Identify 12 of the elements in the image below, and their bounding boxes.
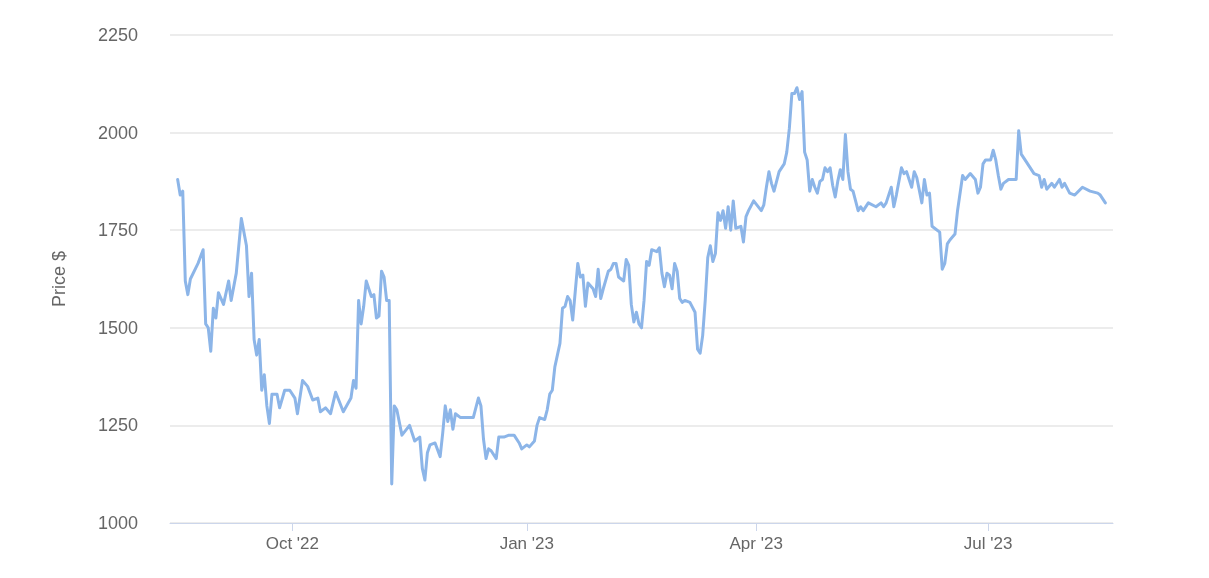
y-tick-label: 2250 xyxy=(97,25,138,45)
x-tick-label: Apr '23 xyxy=(729,534,783,553)
y-tick-label: 2000 xyxy=(97,122,138,143)
y-tick-label: 1750 xyxy=(97,220,138,241)
y-tick-label: 1500 xyxy=(97,317,138,338)
x-tick-label: Jul '23 xyxy=(963,534,1013,553)
y-tick-label: 1250 xyxy=(97,415,138,436)
x-tick-label: Jan '23 xyxy=(499,534,554,553)
y-tick-label: 1000 xyxy=(97,513,138,533)
x-tick-label: Oct '22 xyxy=(265,534,319,553)
y-axis-title: Price $ xyxy=(49,250,69,308)
line-series xyxy=(176,86,1107,486)
